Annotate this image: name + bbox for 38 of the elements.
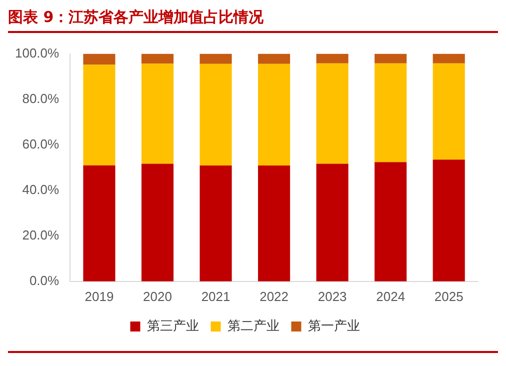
legend-label: 第一产业 [308,318,360,334]
y-tick-label: 100.0% [14,45,60,60]
bar [83,54,116,65]
bar [83,64,116,166]
x-tick-label: 2024 [376,288,406,304]
bar [316,63,348,164]
x-tick-label: 2022 [260,288,289,304]
bar [141,54,174,64]
bar [432,160,465,282]
y-tick-label: 40.0% [22,182,60,197]
bar [316,54,348,64]
bar [258,166,290,282]
y-tick-label: 80.0% [22,90,60,106]
x-tick-label: 2023 [318,288,347,304]
bar [200,54,232,64]
bar [432,63,465,160]
bar [258,64,290,166]
bar [200,166,232,282]
bar [374,162,407,282]
bar [141,64,174,164]
x-tick-label: 2019 [84,288,114,304]
bar [258,54,290,64]
bar [316,164,348,282]
bar [374,54,407,64]
bar [83,165,116,282]
y-tick-label: 20.0% [22,227,60,242]
y-tick-label: 60.0% [22,136,60,152]
bar [200,64,232,166]
chart-title: 图表 9：江苏省各产业增加值占比情况 [8,8,498,33]
legend-label: 第二产业 [227,318,280,334]
bar [374,63,407,162]
y-tick-label: 0.0% [29,272,60,288]
bar [141,164,174,282]
x-tick-label: 2020 [143,288,172,304]
x-tick-label: 2025 [434,288,464,304]
legend-label: 第三产业 [146,318,199,334]
bar [432,54,465,64]
x-tick-label: 2021 [201,288,230,304]
